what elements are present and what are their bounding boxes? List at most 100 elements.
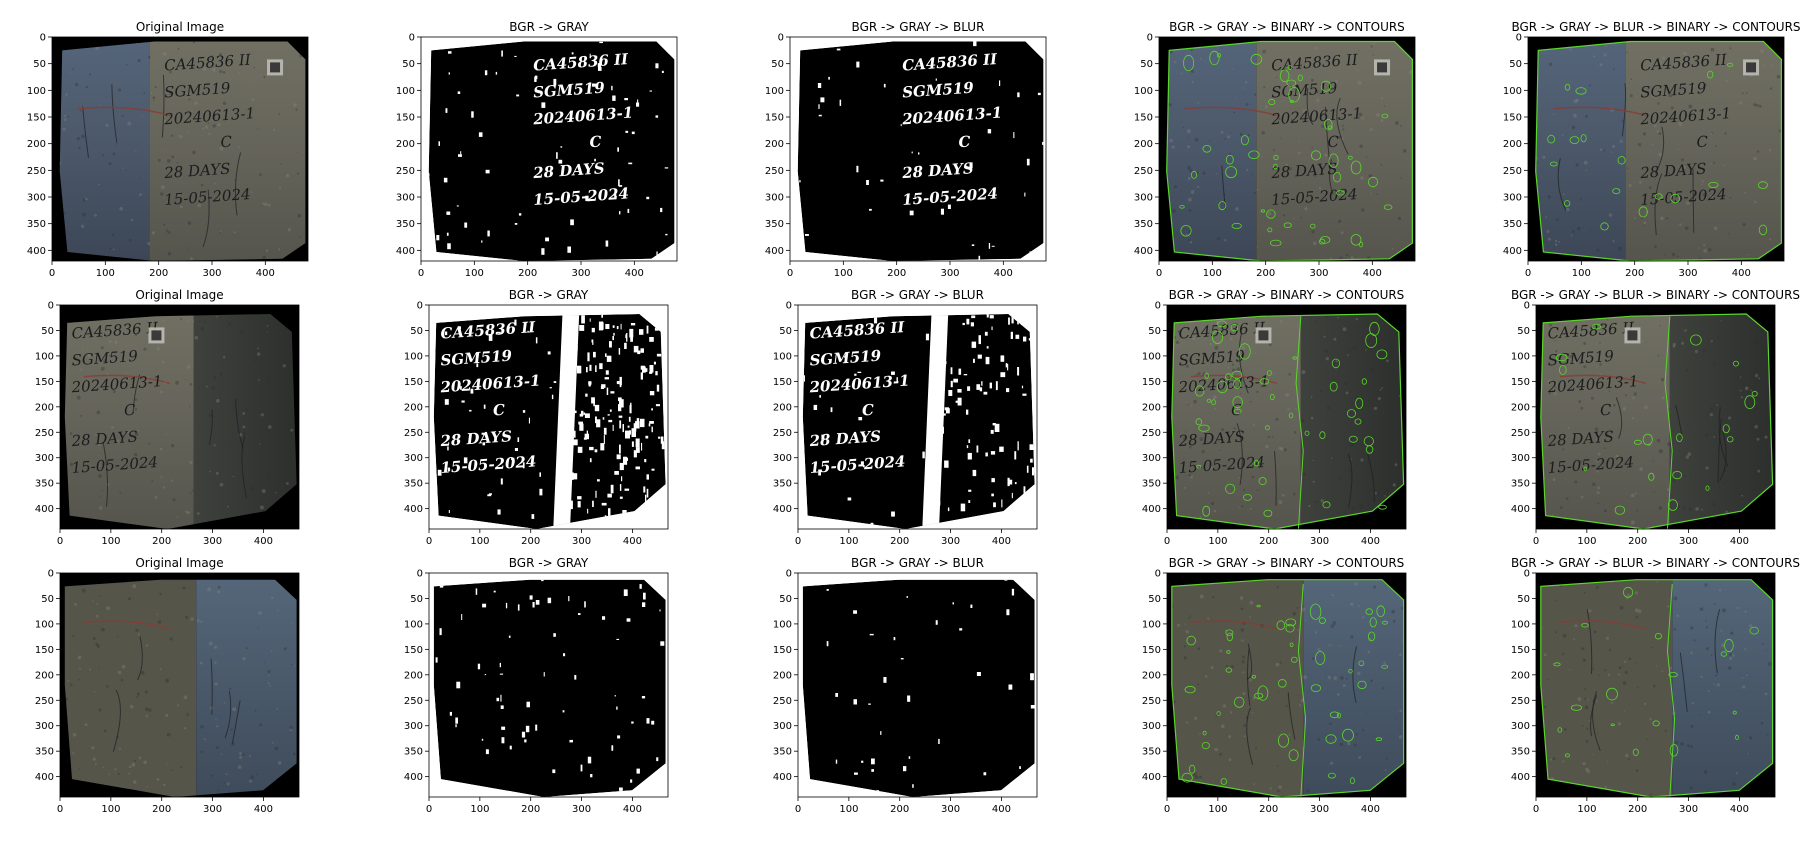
contour-blob <box>1369 321 1380 336</box>
y-tick-label: 300 <box>404 721 423 732</box>
x-tick-label: 0 <box>1533 804 1539 815</box>
y-tick-label: 300 <box>1511 721 1530 732</box>
axes-frame <box>420 36 678 262</box>
x-tick-label: 300 <box>203 536 222 547</box>
contour-blob <box>1232 396 1243 409</box>
contour-blob <box>1278 678 1287 688</box>
contour-blob <box>1331 358 1341 369</box>
contour-blob <box>1304 430 1310 436</box>
contour-blob <box>1267 370 1272 376</box>
contour-blob <box>1722 424 1730 434</box>
y-tick-label: 100 <box>765 86 784 97</box>
contour-blob <box>1705 485 1710 491</box>
x-tick-label: 100 <box>1577 804 1596 815</box>
contour-blob <box>1225 483 1236 494</box>
y-tick-label: 100 <box>773 351 792 362</box>
contour-blob <box>1707 70 1714 79</box>
y-tick-label: 350 <box>1134 219 1153 230</box>
y-tick-label: 250 <box>27 166 46 177</box>
x-tick-label: 400 <box>623 804 642 815</box>
contour-blob <box>1233 379 1242 389</box>
contour-blob <box>1547 134 1556 144</box>
contour-edge <box>1295 316 1304 530</box>
contour-blob <box>1216 711 1221 716</box>
axes-frame <box>428 572 669 798</box>
contour-blob <box>1668 672 1678 678</box>
y-tick-label: 200 <box>773 402 792 413</box>
contour-blob <box>1329 381 1338 392</box>
contour-blob <box>1310 223 1316 229</box>
y-tick-label: 0 <box>48 569 54 580</box>
y-tick-label: 250 <box>1511 428 1530 439</box>
panel-title: BGR -> GRAY -> BLUR -> BINARY -> CONTOUR… <box>1511 20 1800 34</box>
contour-blob <box>1267 227 1273 233</box>
panel-title: BGR -> GRAY -> BINARY -> CONTOURS <box>1169 556 1405 570</box>
y-tick-label: 250 <box>1503 166 1522 177</box>
x-tick-label: 200 <box>521 536 540 547</box>
specimen-label-line: C <box>1230 401 1243 420</box>
contour-blob <box>1350 160 1362 175</box>
y-tick-label: 250 <box>1142 428 1161 439</box>
contour-blob <box>1614 505 1626 515</box>
binary-mask <box>433 579 666 797</box>
contour-blob <box>1744 395 1756 410</box>
y-tick-label: 200 <box>1503 139 1522 150</box>
contour-blob <box>1676 433 1683 443</box>
contour-blob <box>1570 704 1582 711</box>
contour-blob <box>1291 656 1298 663</box>
y-tick-label: 300 <box>1503 193 1522 204</box>
panel-title: BGR -> GRAY -> BLUR <box>851 288 984 302</box>
contour-blob <box>1204 372 1209 379</box>
y-tick-label: 100 <box>404 619 423 630</box>
x-tick-label: 400 <box>1363 268 1382 279</box>
x-tick-label: 300 <box>203 804 222 815</box>
y-tick-label: 350 <box>404 479 423 490</box>
x-tick-label: 300 <box>941 804 960 815</box>
contour-blob <box>1225 154 1234 165</box>
contour-blob <box>1336 712 1341 719</box>
y-tick-label: 400 <box>1511 504 1530 515</box>
contour-blob <box>1369 617 1377 628</box>
contour-edge <box>1664 316 1673 530</box>
y-tick-label: 350 <box>1503 219 1522 230</box>
panel-title: BGR -> GRAY -> BLUR <box>851 556 984 570</box>
x-tick-label: 0 <box>1156 268 1162 279</box>
y-tick-label: 400 <box>1142 504 1161 515</box>
panel-title: BGR -> GRAY <box>509 20 589 34</box>
specimen-label-line: C <box>492 401 505 420</box>
specimen-label-line: SGM519 <box>164 79 232 102</box>
y-tick-label: 400 <box>1503 246 1522 257</box>
contour-blob <box>1201 741 1210 750</box>
contour-blob <box>1256 604 1261 608</box>
contour-blob <box>1202 505 1211 517</box>
contour-blob <box>1211 330 1224 344</box>
specimen-label-line: 28 DAYS <box>901 159 975 182</box>
contour-blob <box>1265 425 1270 431</box>
y-tick-label: 400 <box>27 246 46 257</box>
x-tick-label: 300 <box>1678 268 1697 279</box>
contour-blob <box>1309 603 1322 620</box>
specimen-label-line: 15-05-2024 <box>1547 453 1635 477</box>
contour-blob <box>1288 412 1294 419</box>
x-tick-label: 0 <box>426 536 432 547</box>
contour-blob <box>1347 409 1357 418</box>
contour-blob <box>1348 435 1358 443</box>
contour-blob <box>1708 181 1719 188</box>
y-tick-label: 100 <box>773 619 792 630</box>
x-tick-label: 400 <box>1730 536 1749 547</box>
specimen-label-line: SGM519 <box>440 347 513 370</box>
contour-blob <box>1315 651 1326 665</box>
specimen-label-line: SGM519 <box>809 346 882 369</box>
y-tick-label: 50 <box>1517 326 1530 337</box>
contour-blob <box>1216 53 1221 58</box>
contour-blob <box>1254 692 1264 699</box>
contour-blob <box>1333 171 1342 183</box>
panel-title: Original Image <box>136 20 224 34</box>
contour-blob <box>1322 501 1331 509</box>
x-tick-label: 200 <box>890 804 909 815</box>
x-tick-label: 300 <box>940 268 959 279</box>
y-tick-label: 50 <box>1140 59 1153 70</box>
y-tick-label: 100 <box>1511 351 1530 362</box>
contour-blob <box>1580 134 1587 143</box>
